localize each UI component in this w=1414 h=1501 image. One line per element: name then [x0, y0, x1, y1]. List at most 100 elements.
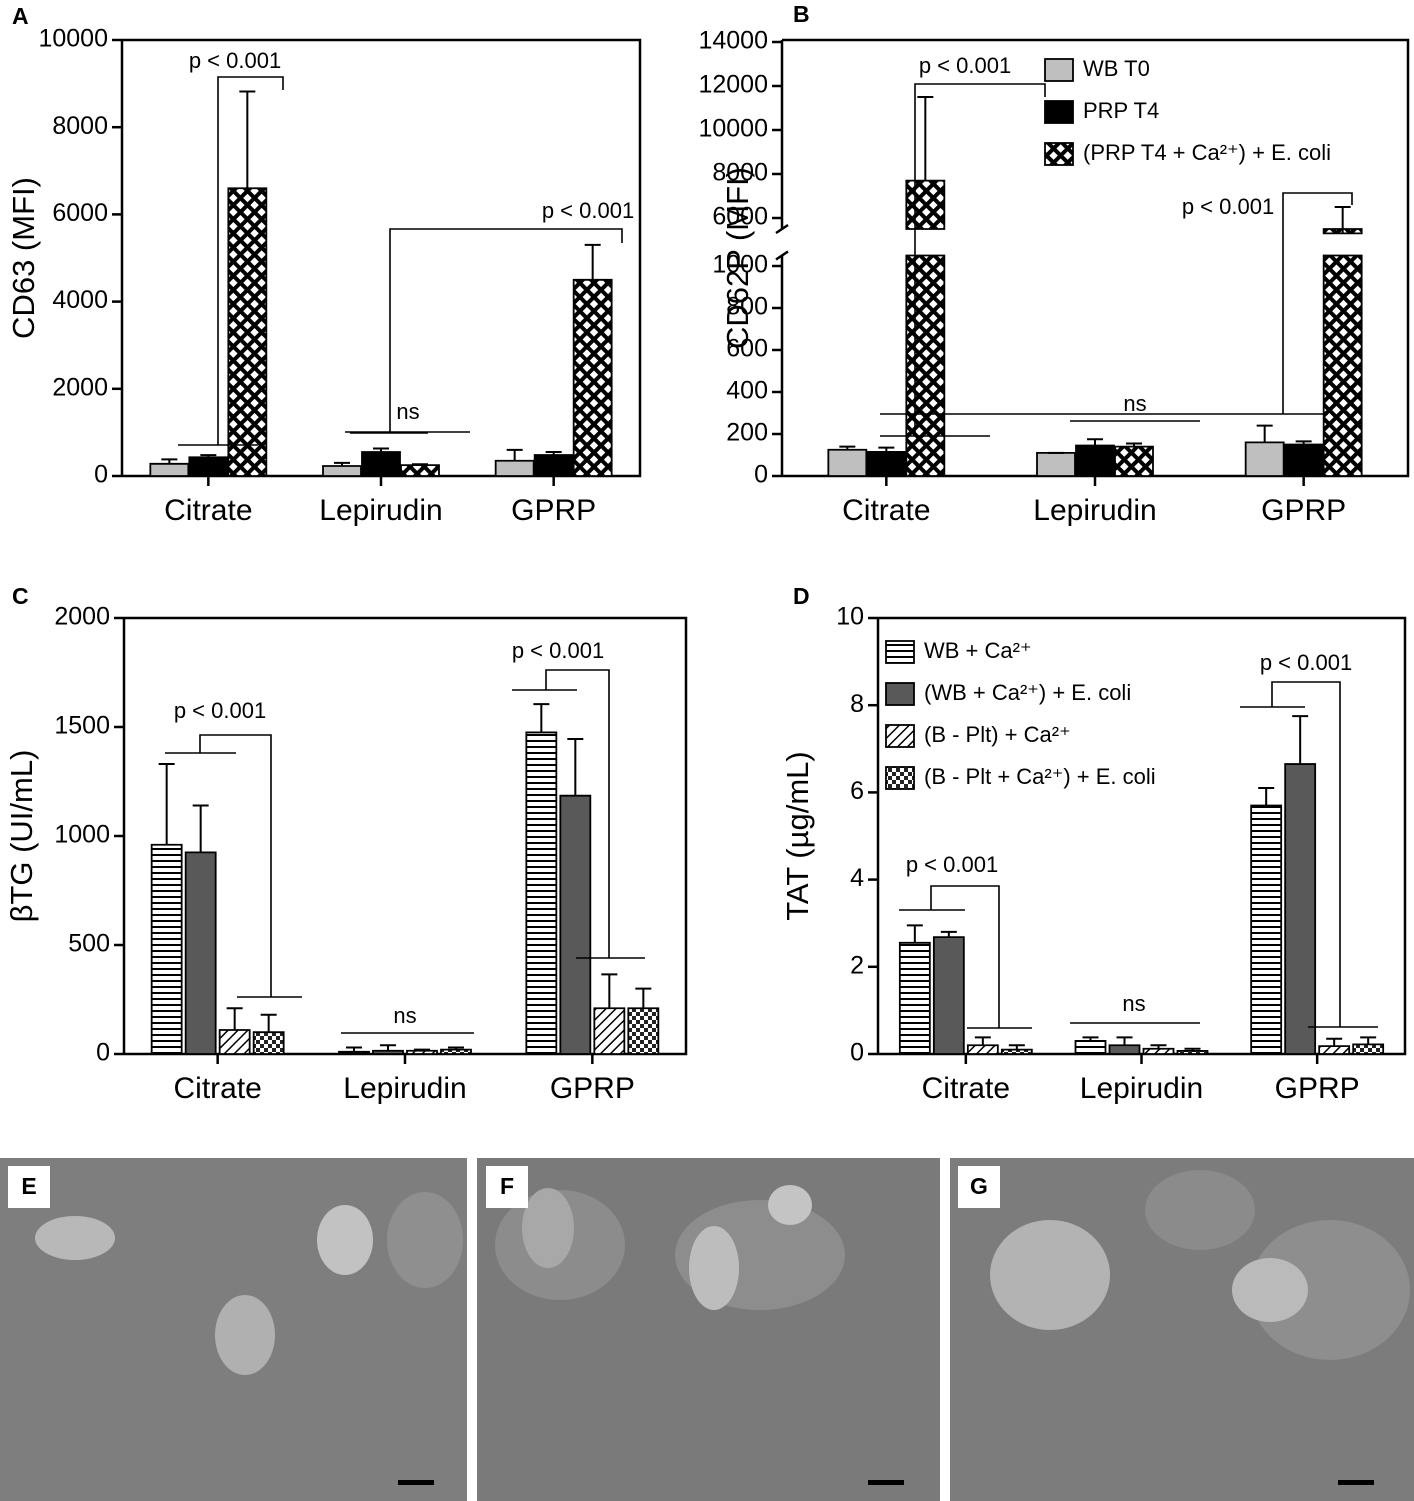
- axis-break: [775, 223, 789, 261]
- sem-image: F: [477, 1158, 940, 1501]
- error-bar: [584, 243, 601, 280]
- y-tick-label: 200: [726, 419, 768, 447]
- error-bar: [940, 930, 957, 938]
- legend-swatch: [1044, 142, 1074, 166]
- legend-swatch: [1044, 58, 1074, 82]
- error-bar: [906, 924, 923, 943]
- y-tick-label: 0: [96, 1039, 110, 1067]
- bar: [1250, 804, 1283, 1055]
- bar: [322, 465, 362, 477]
- x-tick-label: Citrate: [842, 494, 930, 527]
- bar: [1114, 445, 1154, 477]
- error-bar: [1360, 1036, 1377, 1045]
- significance-bracket: [1271, 681, 1341, 1027]
- error-bar: [200, 454, 217, 458]
- bar: [184, 851, 217, 1055]
- significance-bracket: [914, 83, 1046, 436]
- error-bar: [1087, 438, 1103, 446]
- y-axis-label: CD62P (MFI): [720, 167, 755, 349]
- error-bar: [974, 1036, 991, 1046]
- error-bar: [1295, 440, 1312, 445]
- x-tick-label: GPRP: [1275, 1072, 1360, 1105]
- y-axis-label: βTG (UI/mL): [4, 750, 39, 923]
- error-bar: [380, 1044, 396, 1051]
- legend-label: (B - Plt + Ca²⁺) + E. coli: [924, 764, 1156, 789]
- legend-label: WB T0: [1083, 56, 1150, 81]
- bar: [593, 1007, 626, 1055]
- significance-bracket: [217, 76, 284, 445]
- annotation: p < 0.001: [1260, 650, 1352, 675]
- bar: [1142, 1047, 1175, 1055]
- significance-bracket: [389, 228, 623, 433]
- y-tick-label: 2: [850, 951, 864, 979]
- error-bar: [226, 1007, 243, 1031]
- y-tick-label: 0: [94, 461, 108, 489]
- legend-label: PRP T4: [1083, 98, 1159, 123]
- error-bar: [878, 446, 895, 452]
- x-tick-label: Lepirudin: [319, 494, 442, 527]
- error-bar: [448, 1046, 464, 1050]
- bar: [1108, 1044, 1141, 1055]
- x-tick-label: GPRP: [511, 494, 596, 527]
- bar: [1176, 1050, 1209, 1055]
- error-bar: [373, 447, 389, 453]
- annotation: ns: [1122, 991, 1145, 1016]
- bar: [1318, 1045, 1351, 1055]
- y-tick-label: 1500: [54, 712, 110, 740]
- x-tick-label: Citrate: [922, 1072, 1010, 1105]
- error-bar: [239, 90, 256, 189]
- error-bar: [635, 987, 652, 1009]
- y-tick-label: 0: [850, 1039, 864, 1067]
- error-bar: [260, 1013, 277, 1033]
- bar: [372, 1049, 404, 1055]
- legend-swatch: [885, 640, 915, 664]
- annotation: p < 0.001: [174, 698, 266, 723]
- y-tick-label: 10000: [698, 115, 768, 143]
- bar: [525, 731, 558, 1055]
- error-bar: [917, 96, 934, 181]
- y-axis-label: TAT (µg/mL): [780, 751, 815, 920]
- y-tick-label: 14000: [698, 27, 768, 55]
- y-tick-label: 10: [836, 603, 864, 631]
- y-tick-label: 6000: [52, 199, 108, 227]
- y-tick-label: 1000: [54, 821, 110, 849]
- error-bar: [1116, 1036, 1133, 1046]
- bar: [440, 1048, 472, 1055]
- chart-panel: B CD62P (MFI) 0 200 400 600 800 1000 6000 8000 100…: [698, 1, 1410, 527]
- bar: [1244, 441, 1285, 477]
- x-tick-label: Citrate: [173, 1072, 261, 1105]
- y-tick-label: 800: [726, 293, 768, 321]
- error-bar: [1334, 206, 1351, 234]
- y-tick-label: 12000: [698, 71, 768, 99]
- bar: [1075, 444, 1115, 477]
- significance-bracket: [930, 885, 1000, 1028]
- chart-panel: D TAT (µg/mL) 0 2 4 6 8 10 Citrate Lepirudin GPRP W…: [780, 583, 1407, 1105]
- error-bar: [601, 973, 618, 1009]
- annotation: p < 0.001: [1182, 194, 1274, 219]
- bar: [627, 1007, 660, 1055]
- bar: [533, 454, 574, 477]
- bar: [559, 794, 592, 1055]
- error-bar: [1126, 442, 1142, 447]
- error-bar: [1184, 1047, 1201, 1051]
- chart-panel: A CD63 (MFI) 0 2000 4000 6000 8000 10000 Citrate…: [6, 3, 642, 527]
- error-bar: [1150, 1044, 1167, 1049]
- bar: [827, 448, 868, 477]
- image-panels: E F G: [0, 1158, 1414, 1501]
- bar: [905, 179, 946, 477]
- y-tick-label: 4000: [52, 286, 108, 314]
- annotation: ns: [396, 399, 419, 424]
- y-tick-label: 6: [850, 777, 864, 805]
- legend-label: (PRP T4 + Ca²⁺) + E. coli: [1083, 140, 1331, 165]
- error-bar: [1082, 1036, 1099, 1041]
- x-tick-label: Lepirudin: [343, 1072, 466, 1105]
- error-bar: [414, 1048, 430, 1051]
- bar: [866, 450, 907, 477]
- bar: [218, 1029, 251, 1055]
- sem-image: E: [0, 1158, 467, 1501]
- bar: [1283, 443, 1324, 477]
- error-bar: [161, 458, 178, 464]
- y-tick-label: 1000: [712, 251, 768, 279]
- error-bar: [545, 451, 562, 456]
